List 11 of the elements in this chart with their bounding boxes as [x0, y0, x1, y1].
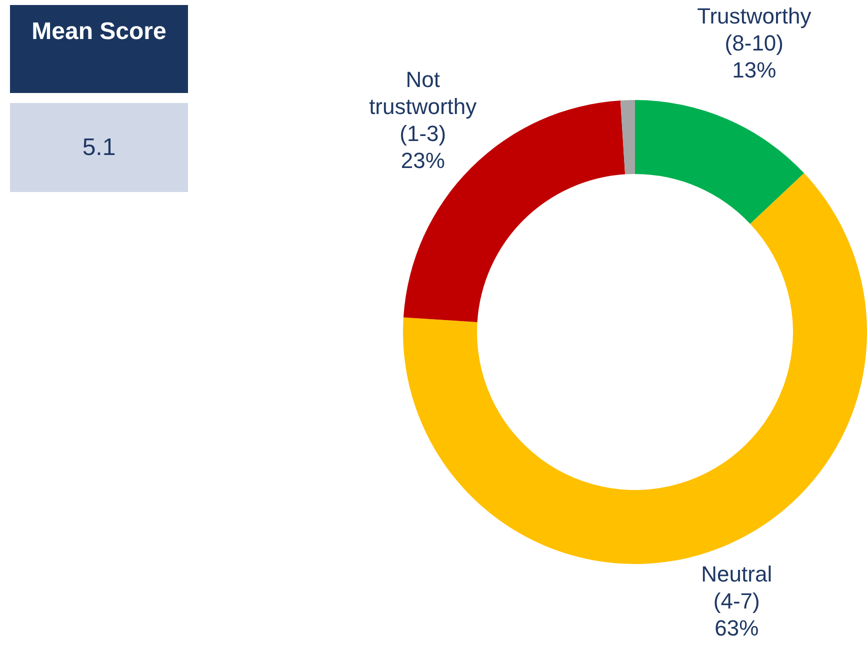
text: 5.1	[10, 103, 188, 192]
donut-slice	[635, 100, 804, 224]
slice-label: Neutral (4-7)	[701, 561, 772, 614]
slice-label: Trustworthy (8-10)	[697, 4, 812, 56]
text: Mean Score	[10, 5, 188, 93]
data-label: 13%	[732, 58, 776, 83]
data-label: 63%	[714, 615, 759, 640]
data-label: 23%	[400, 148, 445, 173]
donut-slice	[620, 100, 635, 174]
donut-slice	[403, 173, 867, 564]
slice-label: Not trustworthy (1-3)	[369, 66, 477, 146]
